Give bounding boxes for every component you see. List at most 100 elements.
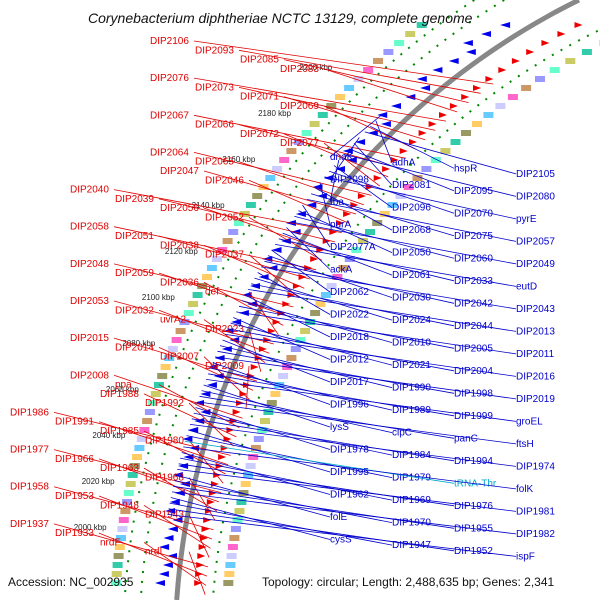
- cog-block: [363, 67, 374, 73]
- gene-label-right: DIP2004: [454, 366, 493, 377]
- cog-block: [507, 94, 518, 100]
- cog-block: [581, 49, 592, 55]
- leader-line-left: [53, 449, 222, 493]
- leader-line-right: [290, 221, 517, 265]
- forward-gene-arrow: [511, 58, 520, 64]
- cog-block: [440, 148, 451, 154]
- cog-block: [274, 382, 285, 388]
- cog-block: [309, 121, 320, 127]
- leader-line-left: [158, 272, 289, 317]
- forward-gene-arrow: [194, 580, 203, 586]
- cog-block: [114, 544, 125, 550]
- leader-line-left: [113, 263, 294, 308]
- cog-block: [142, 418, 153, 424]
- cog-block: [260, 418, 270, 424]
- leader-line-left: [323, 68, 458, 113]
- leader-line-right: [183, 446, 517, 490]
- gene-label-left: DIP2015: [70, 333, 109, 344]
- kbp-tick-label: 2180 kbp: [258, 109, 291, 118]
- forward-gene-arrow: [282, 301, 291, 307]
- forward-gene-arrow: [526, 49, 535, 55]
- cog-block: [412, 175, 423, 181]
- cog-block: [286, 148, 297, 154]
- gene-label-right: folE: [330, 512, 348, 523]
- cog-block: [197, 283, 208, 289]
- forward-gene-arrow: [473, 85, 481, 91]
- leader-line-left: [188, 551, 206, 595]
- leader-line-left: [113, 300, 274, 345]
- forward-gene-arrow: [439, 112, 447, 118]
- gene-label-left: DIP2058: [70, 222, 109, 233]
- gene-label-left: DIP1986: [10, 407, 49, 418]
- cog-block: [245, 463, 256, 469]
- gene-label-right: DIP2005: [454, 343, 493, 354]
- forward-gene-arrow: [541, 40, 550, 46]
- cog-block: [379, 211, 390, 217]
- gene-label-right: lysS: [330, 422, 349, 433]
- leader-line-left: [113, 189, 342, 233]
- kbp-tick-label: 2020 kbp: [82, 477, 115, 486]
- gene-label-right: DIP2095: [454, 186, 493, 197]
- cog-block: [301, 130, 312, 136]
- cog-block: [450, 139, 461, 145]
- kbp-tick-label: 2080 kbp: [122, 339, 155, 348]
- cog-block: [132, 454, 142, 460]
- leader-line-left: [245, 365, 250, 410]
- cog-block: [123, 490, 134, 496]
- leader-line-left: [158, 347, 254, 391]
- cog-block: [222, 238, 233, 244]
- leader-line-right: [353, 142, 393, 186]
- gene-label-right: DIP2013: [516, 326, 555, 337]
- reverse-gene-arrow: [335, 166, 345, 172]
- leader-line-left: [53, 523, 209, 568]
- cog-block: [117, 526, 128, 532]
- gene-label-left: DIP1985: [100, 426, 139, 437]
- leader-line-left: [98, 421, 229, 466]
- gene-label-right: DIP2060: [454, 253, 493, 264]
- gene-label-right: fba: [330, 197, 344, 208]
- forward-gene-arrow: [449, 103, 458, 109]
- reverse-gene-arrow: [380, 121, 391, 127]
- leader-line-left: [53, 486, 214, 531]
- cog-block: [310, 310, 321, 316]
- gene-label-right: DIP1979: [392, 473, 431, 484]
- leader-line-right: [248, 289, 517, 332]
- gene-label-right: DIP2096: [392, 203, 431, 214]
- leader-line-right: [282, 232, 393, 276]
- gene-label-left: DIP1948: [100, 500, 139, 511]
- forward-gene-arrow: [232, 409, 241, 415]
- leader-line-right: [238, 305, 455, 349]
- cog-block: [521, 85, 532, 91]
- cog-block: [229, 535, 240, 541]
- gene-label-right: cysS: [330, 535, 352, 546]
- gene-label-right: DIP2012: [330, 355, 369, 366]
- reverse-gene-arrow: [169, 499, 180, 505]
- gene-label-left: DIP1968: [145, 472, 184, 483]
- forward-gene-arrow: [223, 436, 232, 442]
- gene-label-left: DIP1937: [10, 519, 49, 530]
- cog-block: [230, 526, 241, 532]
- cog-block: [565, 58, 576, 64]
- leader-line-right: [208, 373, 455, 417]
- forward-gene-arrow: [350, 202, 359, 208]
- reverse-gene-arrow: [465, 49, 476, 55]
- forward-gene-arrow: [204, 508, 213, 514]
- gene-label-left: DIP2093: [195, 45, 234, 56]
- cog-block: [147, 400, 158, 406]
- reverse-gene-arrow: [250, 283, 260, 289]
- forward-gene-arrow: [336, 220, 345, 226]
- gene-label-left: DIP1977: [10, 445, 49, 456]
- gene-label-right: DIP1969: [392, 495, 431, 506]
- leader-line-right: [199, 395, 455, 439]
- cog-block: [295, 337, 306, 343]
- cog-block: [461, 130, 471, 136]
- gene-label-left: DIP2052: [205, 212, 244, 223]
- gene-label-left: DIP2072: [240, 129, 279, 140]
- gene-label-right: DIP2068: [392, 225, 431, 236]
- leader-line-left: [248, 217, 323, 261]
- leader-line-left: [113, 374, 243, 419]
- gene-label-left: DIP2014: [115, 342, 154, 353]
- gene-label-left: DIP1943: [145, 510, 184, 521]
- leader-line-left: [158, 384, 240, 428]
- gene-label-right: DIP1974: [516, 461, 555, 472]
